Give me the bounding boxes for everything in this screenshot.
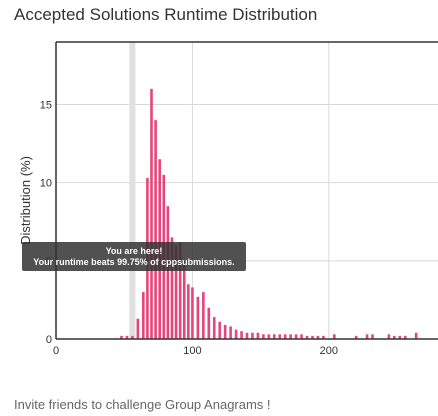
y-tick-label: 10 [40,178,52,190]
bar [387,334,391,339]
tooltip-line1: You are here! [106,246,163,256]
your-runtime-marker [129,42,136,339]
bar [311,335,314,339]
bar [251,332,254,339]
bar [229,326,232,339]
bar [218,321,222,339]
bar [154,120,157,339]
bar [371,334,374,339]
x-tick-label: 100 [183,345,201,357]
bar [414,332,418,339]
axes [55,41,438,340]
bar [272,334,276,339]
bar [207,307,211,339]
bar [365,334,369,339]
bar [136,318,140,339]
bar [354,335,358,339]
bar [131,335,134,339]
bar [187,284,190,339]
y-tick-label: 15 [40,100,52,112]
bar [267,334,271,339]
x-tick-label: 0 [53,345,59,357]
bar [125,335,129,339]
y-tick-label: 0 [46,334,52,346]
bar [398,335,402,339]
bar [223,324,227,339]
bar [289,334,292,339]
bar [202,292,205,339]
runtime-distribution-chart: 0510150100200 Distribution (%) You are h… [18,41,438,357]
bar [234,329,238,339]
bar [182,260,186,339]
bar [294,334,298,339]
bar [305,335,309,339]
bar [403,335,407,339]
x-tick-label: 200 [320,345,338,357]
tick-labels: 0510150100200 [40,100,338,357]
bar [150,88,153,339]
bar [142,292,145,339]
tooltip-box [22,242,246,271]
tooltip-line2: Your runtime beats 99.75% of cppsubmissi… [33,257,234,267]
invite-friends-text: Invite friends to challenge Group Anagra… [14,397,271,412]
bar [178,242,182,339]
bar [393,335,396,339]
y-axis-label: Distribution (%) [18,156,33,245]
bars [120,88,418,339]
bar [191,287,194,339]
bar [196,296,200,339]
bar [333,334,336,339]
bar [262,334,265,339]
bar [283,334,287,339]
bar [245,332,249,339]
chart-title: Accepted Solutions Runtime Distribution [14,5,318,24]
bar [316,335,320,339]
bar [300,334,303,339]
grid-lines [56,42,438,339]
runtime-tooltip: You are here! Your runtime beats 99.75% … [22,242,246,271]
bar [174,245,178,339]
bar [212,317,216,339]
bar [278,334,282,339]
bar [120,335,123,339]
bar [166,206,170,339]
bar [240,331,243,339]
bar [256,332,260,339]
bar [170,237,174,339]
bar [322,335,325,339]
